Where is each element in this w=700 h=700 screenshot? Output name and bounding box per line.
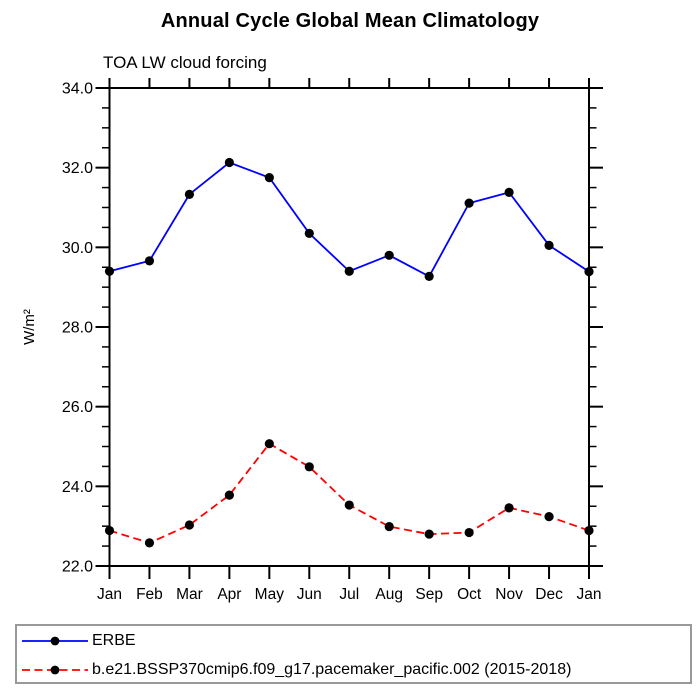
series-line-0 — [109, 161, 590, 278]
x-axis-ticks: Jan Feb Mar Apr May Jun Jul Aug Sep Oct Nov Dec Jan — [97, 78, 602, 603]
y-tick-label: 24.0 — [62, 479, 93, 496]
x-tick-label: Jul — [339, 586, 359, 603]
y-tick-label: 32.0 — [62, 160, 93, 177]
x-tick-label: Jan — [577, 586, 602, 603]
x-tick-label: Apr — [217, 586, 241, 603]
y-major-ticks: 22.0 24.0 26.0 28.0 30.0 32.0 34.0 — [62, 81, 603, 576]
y-tick-label: 22.0 — [62, 559, 93, 576]
x-tick-label: May — [255, 586, 285, 603]
legend-label-model: b.e21.BSSP370cmip6.f09_g17.pacemaker_pac… — [92, 661, 572, 678]
y-tick-label: 30.0 — [62, 240, 93, 257]
legend-line-sample-erbe — [22, 636, 88, 646]
legend-line-sample-model — [22, 665, 88, 675]
x-tick-label: Oct — [457, 586, 482, 603]
chart-title: Annual Cycle Global Mean Climatology — [160, 10, 540, 32]
x-tick-label: Sep — [415, 586, 443, 603]
x-tick-label: Feb — [136, 586, 163, 603]
legend: ERBE b.e21.BSSP370cmip6.f09_g17.pacemake… — [15, 624, 692, 684]
axis-frame — [108, 87, 590, 567]
x-tick-label: Mar — [176, 586, 203, 603]
x-tick-label: Jun — [297, 586, 322, 603]
x-tick-label: Nov — [495, 586, 523, 603]
series-markers-0 — [104, 157, 594, 282]
legend-item-erbe: ERBE — [20, 628, 136, 654]
x-tick-label: Jan — [97, 586, 122, 603]
legend-item-model: b.e21.BSSP370cmip6.f09_g17.pacemaker_pac… — [20, 657, 571, 683]
x-tick-label: Dec — [535, 586, 563, 603]
legend-label-erbe: ERBE — [92, 632, 136, 649]
y-tick-label: 28.0 — [62, 320, 93, 337]
series-markers-1 — [104, 439, 594, 548]
chart-subtitle: TOA LW cloud forcing — [103, 53, 267, 72]
series-line-1 — [109, 442, 590, 544]
y-tick-label: 34.0 — [62, 81, 93, 98]
y-tick-label: 26.0 — [62, 399, 93, 416]
plot-area: 22.0 24.0 26.0 28.0 30.0 32.0 34.0 Jan Feb Mar Apr… — [62, 78, 603, 603]
x-tick-label: Aug — [375, 586, 403, 603]
y-minor-ticks — [102, 107, 597, 547]
